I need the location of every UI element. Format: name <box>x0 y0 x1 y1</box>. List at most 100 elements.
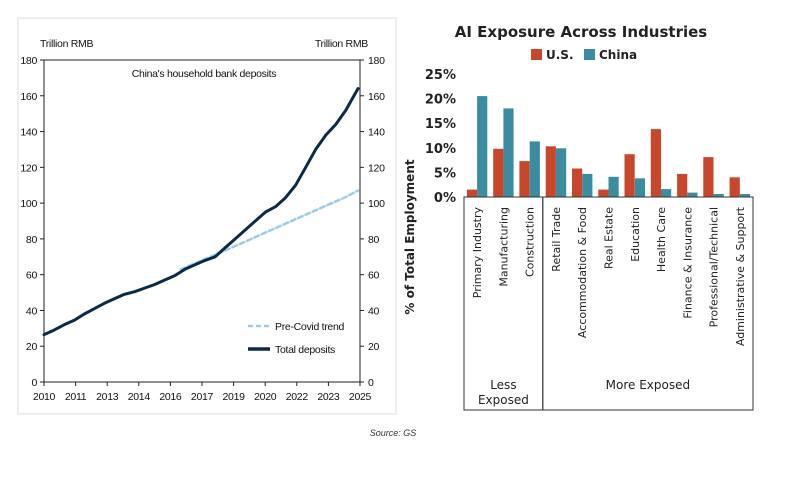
x-tick-label: 2020 <box>254 391 277 403</box>
y-tick-label-right: 120 <box>368 162 385 174</box>
x-tick-label: 2022 <box>286 391 309 403</box>
y-tick-label-left: 20 <box>26 341 38 353</box>
y-tick-label-left: 0 <box>31 377 37 389</box>
bar-y-tick-label: 20% <box>425 93 456 108</box>
bar-us-4 <box>572 168 583 197</box>
line-series-group <box>42 87 360 337</box>
bar-category-label: Retail Trade <box>550 207 563 272</box>
bar-china-2 <box>529 141 540 197</box>
y-tick-label-left: 60 <box>26 270 38 282</box>
x-tick-label: 2010 <box>33 391 56 403</box>
bar-china-7 <box>661 189 672 197</box>
right-axis-unit: Trillion RMB <box>315 38 368 50</box>
bar-chart-title: AI Exposure Across Industries <box>455 23 708 41</box>
bar-us-0 <box>466 189 478 197</box>
bar-category-label: Primary Industry <box>471 207 484 299</box>
legend-label-china: China <box>599 48 637 62</box>
bar-us-3 <box>545 146 556 197</box>
y-tick-label-right: 40 <box>368 305 380 317</box>
bar-y-tick-label: 5% <box>434 166 456 181</box>
y-tick-label-right: 160 <box>368 91 385 103</box>
bar-china-3 <box>556 148 567 197</box>
y-tick-label-left: 80 <box>26 234 38 246</box>
legend-label-us: U.S. <box>546 48 574 62</box>
x-tick-label: 2025 <box>349 391 372 403</box>
y-tick-label-left: 100 <box>20 198 37 210</box>
x-tick-label: 2013 <box>96 391 119 403</box>
y-tick-label-left: 120 <box>20 162 37 174</box>
bar-us-9 <box>703 157 714 197</box>
total-deposits-line <box>42 87 360 337</box>
bar-series-group <box>464 96 753 198</box>
bar-category-label: Accommodation & Food <box>576 207 589 338</box>
bar-category-label: Real Estate <box>603 207 616 269</box>
bar-category-label: Administrative & Support <box>734 206 747 346</box>
bar-y-axis: 0% 5% 10% 15% 20% 25% <box>425 68 456 206</box>
y-tick-label-left: 180 <box>20 55 37 67</box>
bar-us-7 <box>650 129 661 197</box>
line-chart-border <box>17 17 397 415</box>
bar-us-1 <box>493 148 504 197</box>
bar-y-tick-label: 10% <box>425 142 456 157</box>
legend-swatch-china <box>584 49 595 60</box>
bar-category-label: Health Care <box>655 207 668 272</box>
group-label-line2: Exposed <box>478 393 529 407</box>
y-tick-label-right: 180 <box>368 55 385 67</box>
y-tick-label-left: 40 <box>26 305 38 317</box>
bar-us-2 <box>519 161 530 197</box>
x-tick-label: 2011 <box>65 391 87 403</box>
bar-us-5 <box>598 189 609 197</box>
legend-label-total: Total deposits <box>275 344 335 356</box>
y-tick-label-left: 140 <box>20 127 37 139</box>
y-tick-label-right: 80 <box>368 234 380 246</box>
y-tick-label-right: 20 <box>368 341 380 353</box>
left-y-axis: 0 20 40 60 80 100 120 140 160 180 <box>20 55 44 389</box>
bar-china-9 <box>713 194 724 197</box>
bar-china-10 <box>739 194 751 197</box>
x-axis: 2010 2011 2013 2014 2016 2017 2019 2020 2022 2023… <box>33 382 372 403</box>
group-label-line1: More Exposed <box>606 378 690 392</box>
legend-swatch-us <box>531 49 542 60</box>
line-chart-title: China's household bank deposits <box>132 68 277 80</box>
bar-category-labels: Primary Industry Manufacturing Constructio… <box>471 206 747 346</box>
y-tick-label-right: 140 <box>368 127 385 139</box>
household-deposits-chart: Trillion RMB Trillion RMB China's househ… <box>17 17 397 415</box>
pre-covid-trend-line <box>179 189 360 271</box>
bar-us-6 <box>624 154 635 197</box>
bar-china-1 <box>503 108 514 197</box>
y-tick-label-right: 0 <box>368 377 374 389</box>
bar-y-tick-label: 15% <box>425 117 456 132</box>
bar-y-tick-label: 25% <box>425 68 456 83</box>
x-tick-label: 2017 <box>191 391 214 403</box>
left-axis-unit: Trillion RMB <box>40 38 93 50</box>
bar-category-label: Professional/Technical <box>708 207 721 327</box>
bar-china-0 <box>477 96 488 197</box>
line-legend: Pre-Covid trend Total deposits <box>248 321 345 356</box>
bar-china-8 <box>687 192 698 197</box>
x-tick-label: 2016 <box>159 391 182 403</box>
group-box-1 <box>542 196 754 411</box>
bar-china-4 <box>582 173 593 197</box>
bar-y-tick-label: 0% <box>434 191 456 206</box>
bar-y-axis-label: % of Total Employment <box>403 159 417 314</box>
bar-china-6 <box>634 178 645 197</box>
y-tick-label-right: 100 <box>368 198 385 210</box>
x-tick-label: 2014 <box>128 391 151 403</box>
group-label-line1: Less <box>490 378 516 392</box>
bar-category-label: Education <box>629 207 642 262</box>
x-tick-label: 2023 <box>317 391 340 403</box>
legend-label-pre-covid: Pre-Covid trend <box>275 321 344 333</box>
x-tick-label: 2019 <box>223 391 246 403</box>
ai-exposure-chart: AI Exposure Across Industries U.S. China… <box>403 23 754 411</box>
y-tick-label-left: 160 <box>20 91 37 103</box>
bar-us-10 <box>729 177 740 197</box>
bar-china-5 <box>608 176 619 197</box>
bar-category-label: Construction <box>524 207 537 277</box>
right-y-axis: 0 20 40 60 80 100 120 140 160 180 <box>360 55 385 389</box>
source-note: Source: GS <box>370 428 417 438</box>
bar-us-8 <box>677 173 688 197</box>
bar-category-label: Finance & Insurance <box>681 207 694 319</box>
y-tick-label-right: 60 <box>368 270 380 282</box>
